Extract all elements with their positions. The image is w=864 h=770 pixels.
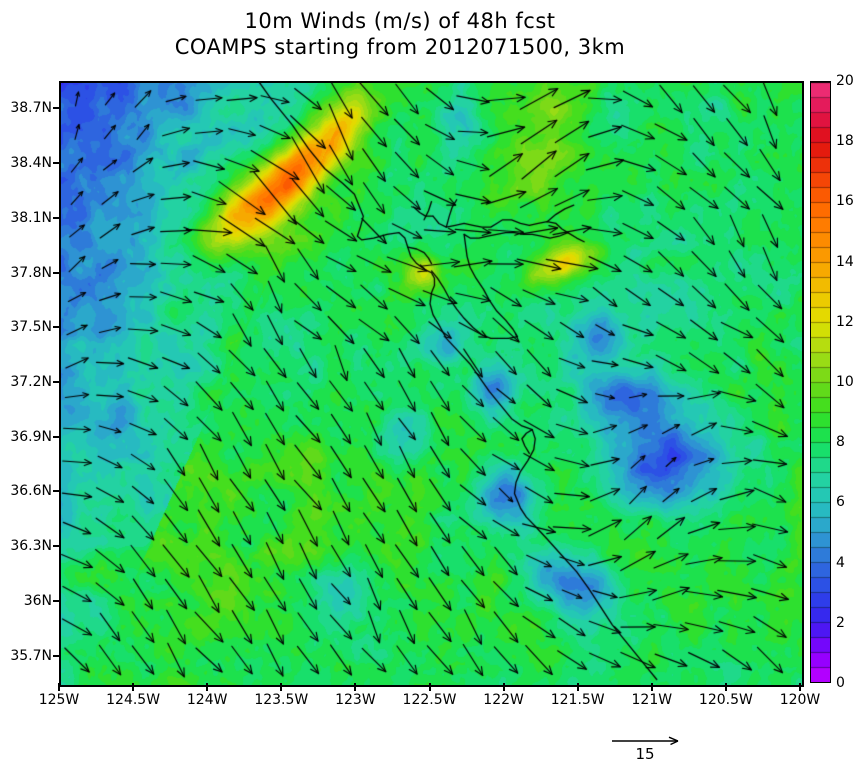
longitude-tick-label: 124W (186, 692, 228, 708)
title-line-1: 10m Winds (m/s) of 48h fcst (244, 9, 556, 33)
longitude-tick-mark (428, 683, 431, 691)
longitude-tick-mark (354, 683, 357, 691)
latitude-tick-label: 37.2N (10, 374, 52, 390)
colorbar-tick-label: 6 (836, 494, 845, 511)
latitude-tick-label: 36.9N (10, 428, 52, 445)
wind-vectors-and-coastline (61, 83, 802, 685)
latitude-tick-mark (53, 435, 60, 438)
latitude-tick-label: 38.4N (10, 155, 52, 172)
longitude-tick-mark (206, 683, 209, 691)
longitude-axis: 125W 124.5W 124W 123.5W 123W 122.5W 122W 121.5W… (0, 692, 864, 716)
latitude-tick-mark (53, 599, 60, 602)
latitude-tick-label: 36.3N (10, 538, 52, 555)
longitude-tick-label: 122.5W (402, 692, 457, 708)
longitude-tick-label: 122W (483, 692, 524, 708)
colorbar-tick-label: 8 (836, 434, 845, 451)
latitude-tick-label: 36N (23, 592, 52, 609)
latitude-tick-mark (53, 162, 60, 165)
longitude-tick-label: 123W (335, 692, 376, 708)
latitude-tick-label: 38.7N (10, 100, 52, 117)
colorbar-tick-label: 16 (836, 193, 854, 210)
longitude-tick-label: 121W (631, 692, 673, 708)
latitude-tick-label: 37.5N (10, 319, 52, 336)
figure-title: 10m Winds (m/s) of 48h fcst COAMPS start… (0, 8, 800, 60)
title-line-2: COAMPS starting from 2012071500, 3km (174, 35, 626, 59)
colorbar-tick-label: 4 (836, 554, 845, 571)
longitude-tick-mark (502, 683, 505, 691)
longitude-tick-mark (280, 683, 283, 691)
longitude-tick-label: 120W (779, 692, 821, 708)
reference-vector: 15 (608, 731, 728, 765)
map-plot-area[interactable] (59, 81, 804, 687)
longitude-tick-label: 121.5W (550, 692, 605, 708)
colorbar (810, 81, 831, 683)
colorbar-tick-label: 2 (836, 614, 845, 631)
longitude-tick-mark (58, 683, 60, 691)
colorbar-tick-label: 14 (836, 253, 854, 270)
longitude-tick-mark (799, 683, 801, 691)
longitude-tick-label: 124.5W (106, 692, 161, 708)
latitude-tick-mark (53, 545, 60, 548)
latitude-tick-label: 38.1N (10, 209, 52, 226)
latitude-tick-mark (53, 654, 60, 657)
colorbar-tick-label: 18 (836, 133, 854, 150)
longitude-tick-mark (132, 683, 135, 691)
colorbar-gradient (811, 82, 830, 682)
latitude-axis: 38.7N 38.4N 38.1N 37.8N 37.5N 37.2N 36.9N 36.6N… (0, 0, 52, 770)
colorbar-tick-label: 10 (836, 374, 854, 390)
latitude-tick-mark (53, 381, 60, 383)
longitude-tick-mark (650, 683, 653, 691)
latitude-tick-label: 36.6N (10, 483, 52, 500)
longitude-tick-label: 125W (38, 692, 80, 708)
colorbar-tick-label: 20 (836, 73, 854, 89)
longitude-tick-mark (724, 683, 727, 691)
arrow-right-icon (612, 736, 679, 746)
reference-vector-label: 15 (635, 745, 655, 763)
longitude-tick-label: 123.5W (254, 692, 309, 708)
latitude-tick-mark (53, 326, 60, 329)
latitude-tick-mark (53, 490, 60, 493)
longitude-tick-label: 120.5W (698, 692, 753, 708)
latitude-tick-mark (53, 271, 60, 274)
latitude-tick-label: 37.8N (10, 264, 52, 281)
longitude-tick-mark (576, 683, 579, 691)
latitude-tick-label: 35.7N (10, 647, 52, 664)
latitude-tick-mark (53, 216, 60, 219)
colorbar-tick-label: 12 (836, 313, 854, 330)
latitude-tick-mark (53, 107, 60, 110)
colorbar-tick-label: 0 (836, 675, 845, 691)
